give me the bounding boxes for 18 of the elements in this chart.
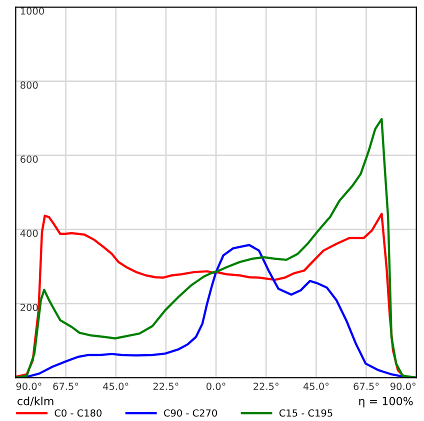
x-tick-label: 22.5° — [254, 382, 278, 390]
x-tick-label: 67.5° — [354, 382, 379, 390]
legend-label: C0 - C180 — [54, 409, 102, 417]
text: η = 100% — [359, 396, 413, 408]
text: cd/klm — [18, 396, 54, 406]
x-tick-label: 67.5° — [53, 382, 78, 390]
y-tick-label: 600 — [20, 156, 38, 163]
x-tick-label: 0.0° — [206, 382, 226, 390]
y-tick-label: 400 — [20, 230, 38, 237]
x-tick-label: 90.0° — [16, 382, 42, 390]
y-tick-label: 1000 — [20, 7, 44, 15]
legend-label: C90 - C270 — [164, 409, 217, 417]
x-tick-label: 45.0° — [103, 382, 128, 390]
x-tick-label: 90.0° — [390, 382, 416, 390]
x-tick-label: 22.5° — [153, 382, 178, 390]
x-tick-label: 45.0° — [303, 382, 329, 390]
legend-label: C15 - C195 — [279, 409, 332, 417]
y-tick-label: 800 — [20, 81, 38, 89]
